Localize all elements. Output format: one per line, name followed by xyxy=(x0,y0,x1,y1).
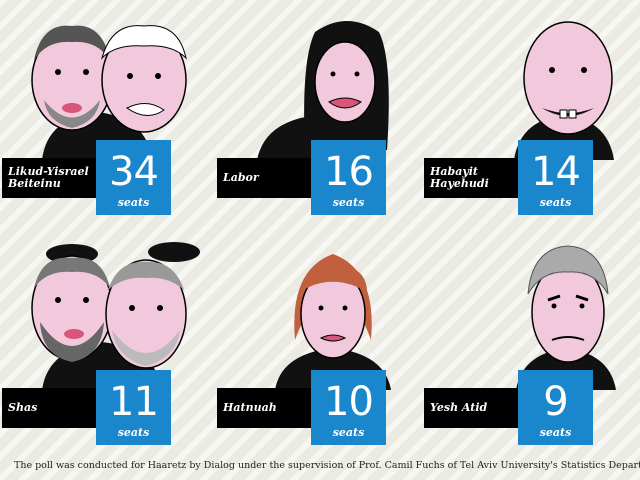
party-label-labor: Labor xyxy=(217,158,311,198)
seat-box-labor: 16 seats xyxy=(311,140,386,215)
labor-caricature xyxy=(257,21,389,160)
party-label-shas: Shas xyxy=(2,388,96,428)
seat-count-likud: 34 xyxy=(109,149,159,195)
seat-unit-labor: seats xyxy=(332,196,365,209)
poll-footnote: The poll was conducted for Haaretz by Di… xyxy=(14,460,640,471)
seat-box-habayit: 14 seats xyxy=(518,140,593,215)
party-label-hatnuah: Hatnuah xyxy=(217,388,311,428)
shas-caricature xyxy=(31,242,200,390)
seat-unit-yesh-atid: seats xyxy=(539,426,572,439)
seat-unit-shas: seats xyxy=(117,426,150,439)
seat-box-yesh-atid: 9 seats xyxy=(518,370,593,445)
yesh-atid-caricature xyxy=(516,245,616,390)
party-card-hatnuah: Hatnuah 10 seats xyxy=(217,230,422,445)
seat-count-shas: 11 xyxy=(109,379,159,425)
party-card-likud: Likud-Yisrael Beiteinu 34 seats xyxy=(2,0,207,215)
seat-box-likud: 34 seats xyxy=(96,140,171,215)
party-card-shas: Shas 11 seats xyxy=(2,230,207,445)
party-card-labor: Labor 16 seats xyxy=(217,0,422,215)
seat-count-yesh-atid: 9 xyxy=(543,379,568,425)
hatnuah-caricature xyxy=(275,254,391,390)
party-label-habayit: Habayit Hayehudi xyxy=(424,158,518,198)
seat-box-shas: 11 seats xyxy=(96,370,171,445)
seat-box-hatnuah: 10 seats xyxy=(311,370,386,445)
seat-unit-hatnuah: seats xyxy=(332,426,365,439)
seat-count-labor: 16 xyxy=(324,149,374,195)
likud-caricature xyxy=(31,25,187,160)
seat-count-hatnuah: 10 xyxy=(324,379,374,425)
party-label-yesh-atid: Yesh Atid xyxy=(424,388,518,428)
seat-unit-habayit: seats xyxy=(539,196,572,209)
seat-count-habayit: 14 xyxy=(531,149,581,195)
party-label-likud: Likud-Yisrael Beiteinu xyxy=(2,158,96,198)
party-card-habayit: Habayit Hayehudi 14 seats xyxy=(424,0,629,215)
party-card-yesh-atid: Yesh Atid 9 seats xyxy=(424,230,629,445)
seat-unit-likud: seats xyxy=(117,196,150,209)
habayit-caricature xyxy=(514,21,614,160)
